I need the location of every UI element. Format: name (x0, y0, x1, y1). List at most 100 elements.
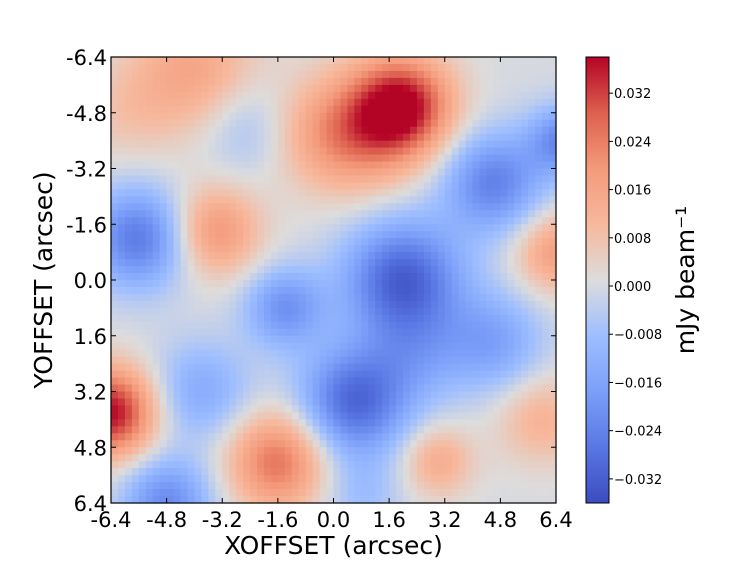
colorbar-tick-label: 0.000 (614, 280, 651, 295)
heatmap-cell (236, 57, 244, 65)
heatmap-cell (194, 57, 202, 65)
heatmap-cell (201, 335, 209, 344)
heatmap-cell (479, 57, 488, 65)
heatmap-cell (124, 475, 133, 483)
heatmap-cell (326, 286, 335, 295)
heatmap-cell (159, 300, 168, 309)
heatmap-cell (486, 154, 495, 163)
heatmap-cell (375, 356, 383, 365)
heatmap-cell (333, 105, 342, 114)
heatmap-cell (444, 245, 453, 253)
heatmap-cell (465, 224, 474, 232)
heatmap-cell (173, 70, 182, 79)
heatmap-cell (479, 217, 488, 225)
heatmap-cell (409, 77, 418, 86)
heatmap-cell (145, 252, 154, 260)
heatmap-cell (389, 70, 397, 79)
heatmap-cell (549, 266, 557, 274)
heatmap-cell (514, 231, 522, 239)
heatmap-cell (472, 210, 481, 218)
heatmap-cell (201, 133, 209, 142)
heatmap-cell (389, 349, 397, 358)
heatmap-cell (507, 154, 515, 163)
heatmap-cell (549, 496, 557, 504)
heatmap-cell (229, 314, 237, 323)
heatmap-cell (409, 70, 418, 79)
heatmap-cell (444, 363, 453, 372)
heatmap-cell (416, 238, 425, 246)
heatmap-cell (298, 84, 307, 93)
heatmap-cell (542, 238, 550, 246)
heatmap-cell (284, 175, 293, 184)
heatmap-cell (500, 342, 508, 351)
heatmap-cell (131, 182, 140, 191)
heatmap-cell (472, 335, 481, 344)
heatmap-cell (347, 321, 355, 330)
heatmap-cell (549, 356, 557, 365)
heatmap-cell (507, 349, 515, 358)
heatmap-cell (542, 384, 550, 393)
heatmap-cell (465, 370, 474, 379)
heatmap-cell (493, 91, 501, 100)
heatmap-cell (326, 377, 335, 386)
heatmap-cell (131, 70, 140, 79)
heatmap-cell (444, 482, 453, 490)
heatmap-cell (180, 342, 189, 351)
heatmap-cell (194, 210, 202, 218)
heatmap-cell (208, 217, 216, 225)
heatmap-cell (423, 328, 432, 337)
heatmap-cell (166, 454, 175, 462)
heatmap-cell (229, 245, 237, 253)
heatmap-cell (111, 84, 119, 93)
heatmap-cell (542, 293, 550, 302)
heatmap-cell (250, 412, 258, 420)
heatmap-cell (368, 98, 376, 107)
heatmap-cell (451, 363, 460, 372)
heatmap-cell (479, 91, 488, 100)
heatmap-cell (528, 363, 536, 372)
heatmap-cell (375, 224, 383, 232)
heatmap-cell (507, 447, 515, 455)
heatmap-cell (284, 377, 293, 386)
heatmap-cell (263, 140, 272, 149)
heatmap-cell (333, 454, 342, 462)
heatmap-cell (465, 91, 474, 100)
heatmap-cell (403, 377, 411, 386)
heatmap-cell (124, 314, 133, 323)
heatmap-cell (305, 328, 314, 337)
heatmap-cell (549, 489, 557, 497)
heatmap-cell (208, 489, 216, 497)
heatmap-cell (298, 300, 307, 309)
heatmap-cell (472, 398, 481, 407)
heatmap-cell (250, 461, 258, 469)
heatmap-cell (236, 140, 244, 149)
heatmap-cell (201, 252, 209, 260)
heatmap-cell (437, 126, 446, 135)
heatmap-cell (416, 203, 425, 211)
heatmap-cell (291, 496, 300, 504)
heatmap-cell (159, 126, 168, 135)
heatmap-cell (305, 112, 314, 121)
heatmap-cell (375, 70, 383, 79)
heatmap-cell (389, 412, 397, 420)
heatmap-cell (507, 196, 515, 204)
heatmap-cell (291, 217, 300, 225)
heatmap-cell (208, 175, 216, 184)
heatmap-cell (458, 461, 467, 469)
heatmap-cell (257, 356, 265, 365)
heatmap-cell (208, 77, 216, 86)
heatmap-cell (215, 433, 223, 441)
heatmap-cell (430, 203, 439, 211)
heatmap-cell (458, 77, 467, 86)
heatmap-cell (416, 84, 425, 93)
heatmap-cell (291, 433, 300, 441)
heatmap-cell (250, 238, 258, 246)
heatmap-cell (131, 426, 140, 434)
heatmap-cell (131, 293, 140, 302)
heatmap-cell (396, 342, 404, 351)
heatmap-cell (263, 412, 272, 420)
heatmap-cell (187, 335, 196, 344)
heatmap-cell (291, 154, 300, 163)
heatmap-cell (194, 335, 202, 344)
heatmap-cell (138, 286, 147, 295)
